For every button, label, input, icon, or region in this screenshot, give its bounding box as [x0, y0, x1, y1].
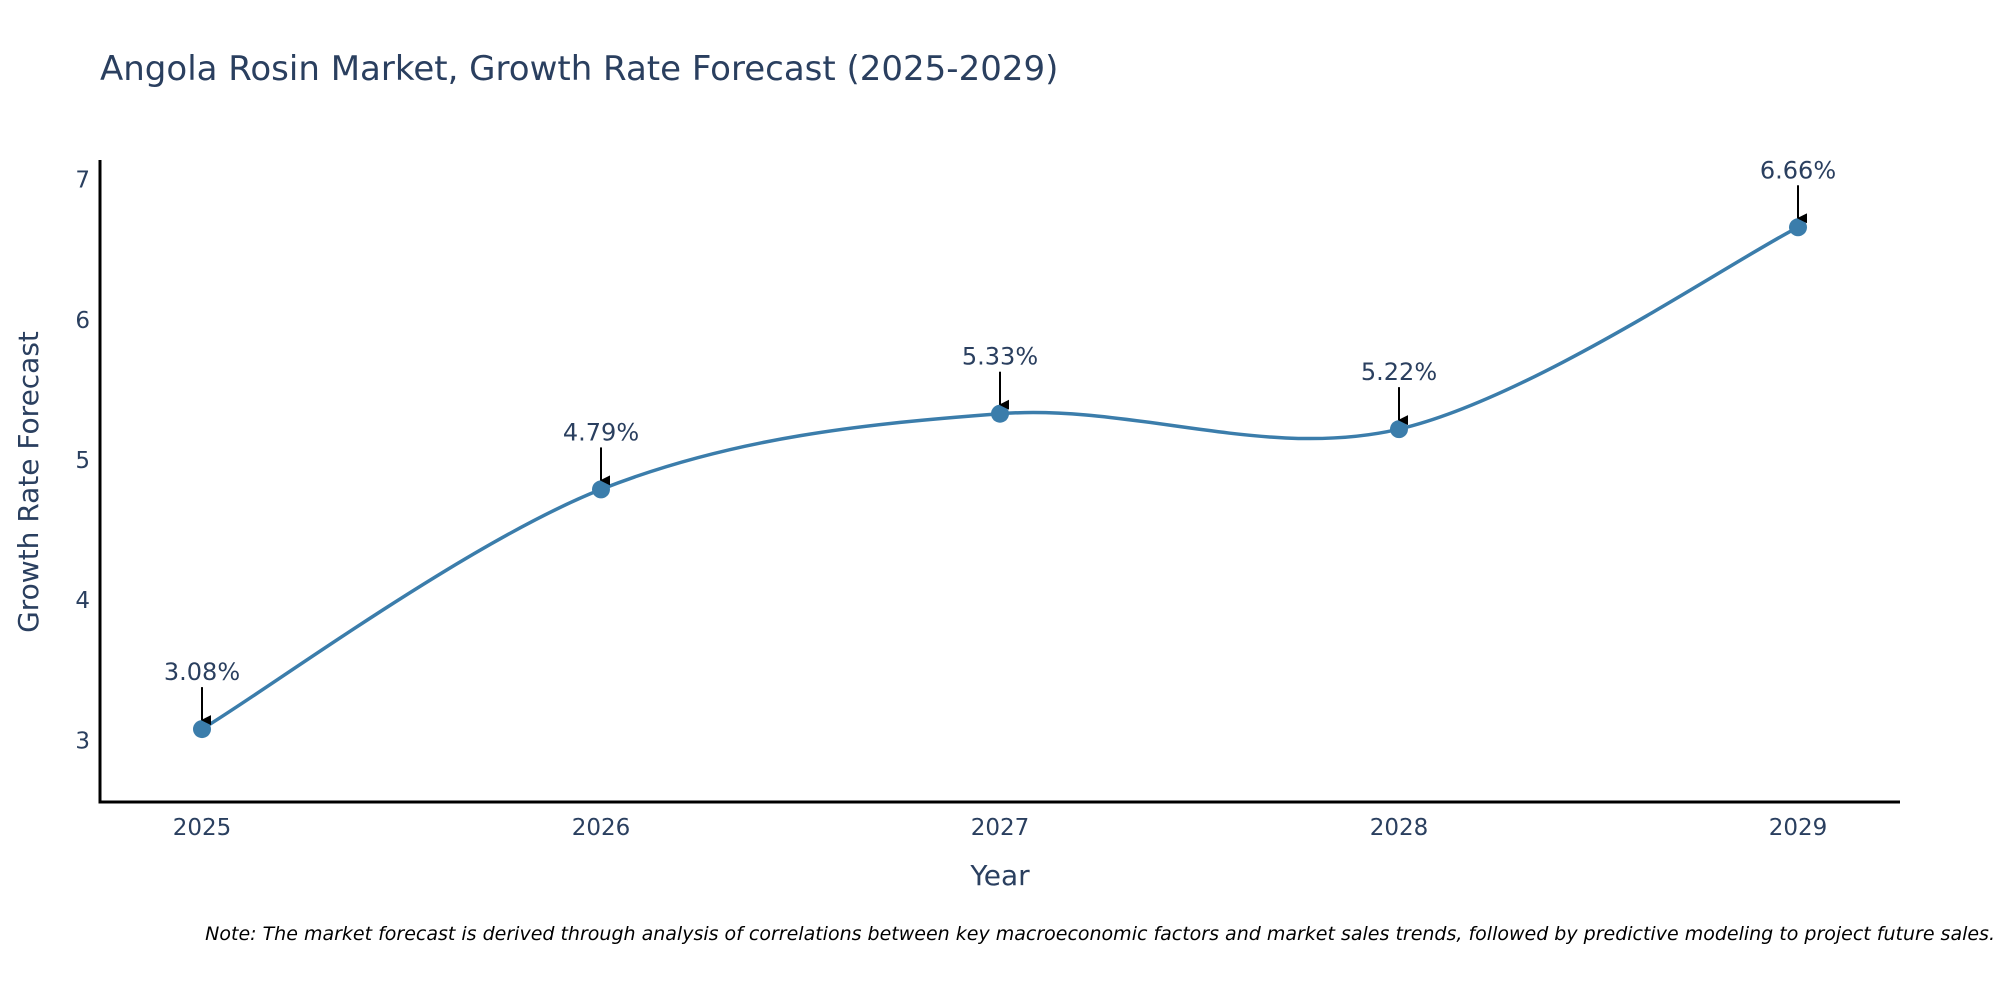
data-label: 4.79% — [563, 418, 639, 446]
data-point-2028[interactable] — [1390, 420, 1408, 439]
data-label: 3.08% — [164, 658, 240, 686]
y-tick-label: 3 — [75, 728, 90, 754]
x-tick-label: 2028 — [1370, 815, 1429, 841]
x-axis-ticks: 2025 2026 2027 2028 2029 — [173, 815, 1828, 841]
data-point-2025[interactable] — [193, 720, 211, 739]
chart-title: Angola Rosin Market, Growth Rate Forecas… — [100, 49, 1058, 89]
x-tick-label: 2029 — [1769, 815, 1828, 841]
footnote: Note: The market forecast is derived thr… — [205, 923, 1995, 945]
data-point-2027[interactable] — [991, 404, 1009, 423]
data-label: 5.33% — [962, 343, 1038, 371]
x-tick-label: 2027 — [971, 815, 1030, 841]
data-label: 6.66% — [1760, 156, 1836, 184]
axes — [98, 160, 1900, 804]
y-axis-title: Growth Rate Forecast — [12, 331, 45, 633]
y-tick-label: 4 — [75, 588, 90, 614]
y-tick-label: 7 — [75, 168, 90, 194]
data-point-2029[interactable] — [1789, 218, 1807, 237]
y-tick-label: 6 — [75, 308, 90, 334]
series-growth-rate — [193, 218, 1807, 739]
x-tick-label: 2025 — [173, 815, 232, 841]
data-annotations: 3.08% 4.79% 5.33% 5.22% 6.66% — [164, 156, 1836, 726]
x-axis-title: Year — [969, 859, 1030, 892]
series-line — [201, 225, 1799, 731]
x-tick-label: 2026 — [572, 815, 631, 841]
y-tick-label: 5 — [75, 448, 90, 474]
data-point-2026[interactable] — [592, 480, 610, 499]
y-axis-ticks: 3 4 5 6 7 — [75, 168, 90, 755]
data-label: 5.22% — [1361, 358, 1437, 386]
